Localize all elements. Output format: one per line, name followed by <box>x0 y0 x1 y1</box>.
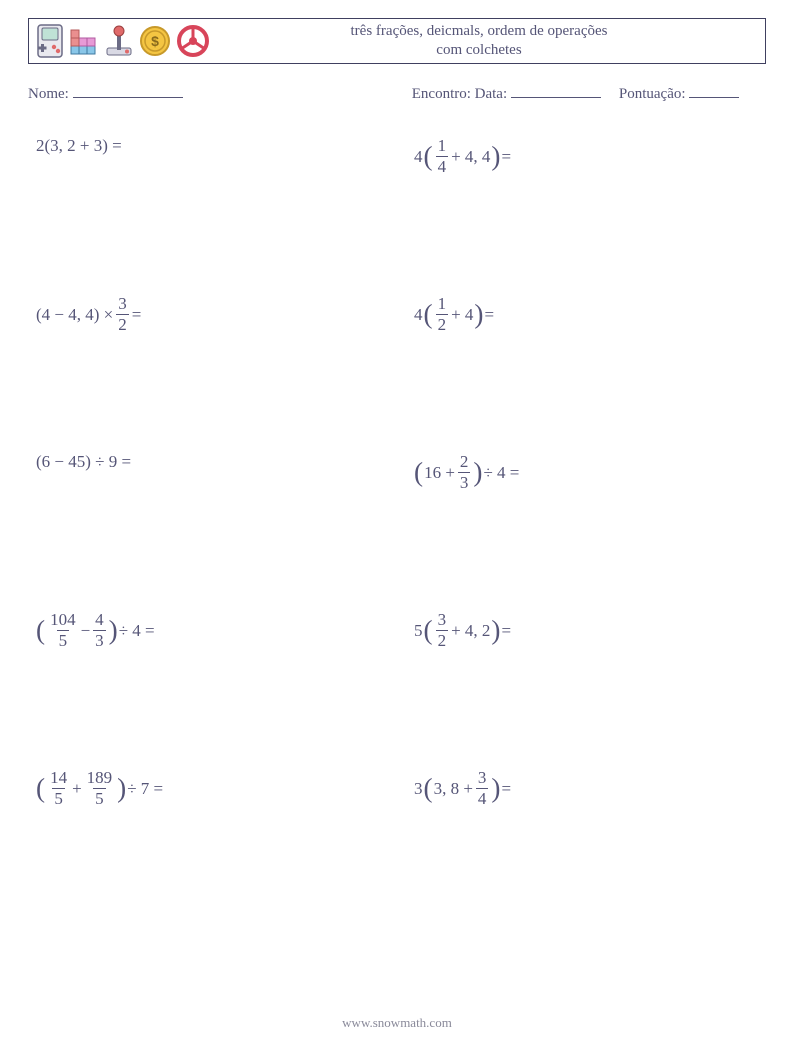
wheel-icon <box>177 25 209 57</box>
expr-5: (6 − 45) ÷ 9 = <box>36 453 131 470</box>
expr-4: 4 ( 1 2 + 4 ) = <box>414 295 494 334</box>
title-line-1: três frações, deicmals, ordem de operaçõ… <box>351 23 608 39</box>
meta-date: Encontro: Data: <box>412 82 601 103</box>
gameboy-icon <box>37 24 63 58</box>
problem-8: 5 ( 3 2 + 4, 2 ) = <box>406 605 766 763</box>
problem-10: 3 ( 3, 8 + 3 4 ) = <box>406 763 766 921</box>
expr-1: 2(3, 2 + 3) = <box>36 137 122 154</box>
meta-score: Pontuação: <box>619 82 739 103</box>
problems-grid: 2(3, 2 + 3) = 4 ( 1 4 + 4, 4 ) = (4 − 4,… <box>28 131 766 921</box>
name-blank[interactable] <box>73 82 183 98</box>
joystick-icon <box>105 24 133 58</box>
frac-4: 1 2 <box>436 295 449 334</box>
name-label: Nome: <box>28 86 69 102</box>
blocks-icon <box>69 24 99 58</box>
problem-4: 4 ( 1 2 + 4 ) = <box>406 289 766 447</box>
expr-6: ( 16 + 2 3 ) ÷ 4 = <box>414 453 519 492</box>
frac-7b: 4 3 <box>93 611 106 650</box>
frac-9a: 14 5 <box>48 769 69 808</box>
frac-8: 3 2 <box>436 611 449 650</box>
expr-7: ( 104 5 − 4 3 ) ÷ 4 = <box>36 611 155 650</box>
score-blank[interactable] <box>689 82 739 98</box>
expr-10: 3 ( 3, 8 + 3 4 ) = <box>414 769 511 808</box>
date-blank[interactable] <box>511 82 601 98</box>
expr-9: ( 14 5 + 189 5 ) ÷ 7 = <box>36 769 163 808</box>
problem-1: 2(3, 2 + 3) = <box>28 131 388 289</box>
expr-3: (4 − 4, 4) × 3 2 = <box>36 295 141 334</box>
worksheet-title: três frações, deicmals, ordem de operaçõ… <box>209 22 757 60</box>
frac-6: 2 3 <box>458 453 471 492</box>
frac-7a: 104 5 <box>48 611 78 650</box>
coin-icon: $ <box>139 25 171 57</box>
header-icons: $ <box>37 24 209 58</box>
footer-link[interactable]: www.snowmath.com <box>0 1015 794 1031</box>
problem-7: ( 104 5 − 4 3 ) ÷ 4 = <box>28 605 388 763</box>
score-label: Pontuação: <box>619 86 686 102</box>
frac-9b: 189 5 <box>85 769 115 808</box>
encounter-label: Encontro: Data: <box>412 86 507 102</box>
frac-2: 1 4 <box>436 137 449 176</box>
meta-name: Nome: <box>28 82 412 103</box>
problem-5: (6 − 45) ÷ 9 = <box>28 447 388 605</box>
frac-10: 3 4 <box>476 769 489 808</box>
problem-2: 4 ( 1 4 + 4, 4 ) = <box>406 131 766 289</box>
title-line-2: com colchetes <box>436 42 521 58</box>
problem-3: (4 − 4, 4) × 3 2 = <box>28 289 388 447</box>
frac-3: 3 2 <box>116 295 129 334</box>
expr-8: 5 ( 3 2 + 4, 2 ) = <box>414 611 511 650</box>
problem-9: ( 14 5 + 189 5 ) ÷ 7 = <box>28 763 388 921</box>
meta-row: Nome: Encontro: Data: Pontuação: <box>28 82 766 103</box>
problem-6: ( 16 + 2 3 ) ÷ 4 = <box>406 447 766 605</box>
expr-2: 4 ( 1 4 + 4, 4 ) = <box>414 137 511 176</box>
header-box: $ três frações, deicmals, ordem de opera… <box>28 18 766 64</box>
svg-text:$: $ <box>151 33 159 49</box>
worksheet-page: $ três frações, deicmals, ordem de opera… <box>0 0 794 1053</box>
